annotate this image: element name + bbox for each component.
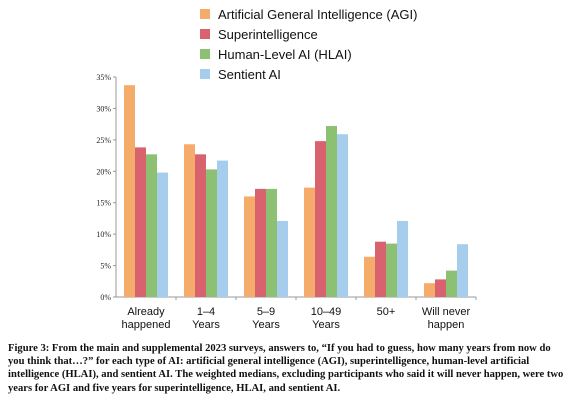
bar: [326, 126, 337, 298]
x-tick-label: 50+: [377, 306, 396, 318]
x-tick-label: 1–4 Years: [192, 306, 220, 331]
x-tick-label: Will never happen: [422, 306, 471, 331]
y-tick-label: 15%: [96, 199, 111, 208]
bar: [146, 154, 157, 297]
bar: [277, 220, 288, 297]
legend-swatch: [200, 9, 210, 19]
legend-label: Sentient AI: [218, 66, 281, 82]
bar: [435, 279, 446, 297]
bar: [315, 141, 326, 297]
bar: [397, 220, 408, 297]
bar: [206, 169, 217, 297]
legend-label: Human-Level AI (HLAI): [218, 46, 352, 62]
legend-label: Artificial General Intelligence (AGI): [218, 6, 418, 22]
bar: [304, 187, 315, 297]
y-tick-label: 25%: [96, 136, 111, 145]
bar: [184, 144, 195, 297]
x-tick-label: 5–9 Years: [252, 306, 280, 331]
bar: [217, 160, 228, 297]
legend-swatch: [200, 29, 210, 39]
legend-swatch: [200, 49, 210, 59]
legend-item: Human-Level AI (HLAI): [200, 44, 417, 64]
bar: [457, 244, 468, 297]
chart-legend: Artificial General Intelligence (AGI) Sup…: [200, 4, 417, 84]
y-tick-label: 35%: [96, 73, 111, 82]
x-tick-label: Already happened: [122, 306, 171, 331]
x-tick-label: 10–49 Years: [311, 306, 342, 331]
legend-item: Sentient AI: [200, 64, 417, 84]
bar: [446, 270, 457, 297]
legend-swatch: [200, 69, 210, 79]
bar: [337, 134, 348, 297]
bar-chart: 0% 5% 10% 15% 20% 25% 30% 35% Already happened 1–4…: [96, 73, 477, 331]
y-tick-label: 10%: [96, 230, 111, 239]
bar: [364, 256, 375, 297]
bar: [266, 188, 277, 297]
legend-label: Superintelligence: [218, 26, 318, 42]
bar: [135, 147, 146, 297]
figure-caption: Figure 3: From the main and supplemental…: [8, 343, 564, 394]
bar: [124, 85, 135, 298]
legend-item: Artificial General Intelligence (AGI): [200, 4, 417, 24]
bar: [244, 196, 255, 297]
bar: [375, 241, 386, 297]
bar: [195, 154, 206, 297]
y-tick-label: 20%: [96, 167, 111, 176]
legend-item: Superintelligence: [200, 24, 417, 44]
bar: [255, 188, 266, 297]
bar: [157, 172, 168, 297]
y-tick-label: 30%: [96, 104, 111, 113]
bar: [386, 243, 397, 297]
y-tick-label: 0%: [100, 293, 111, 302]
bar: [424, 283, 435, 297]
y-tick-label: 5%: [100, 262, 111, 271]
